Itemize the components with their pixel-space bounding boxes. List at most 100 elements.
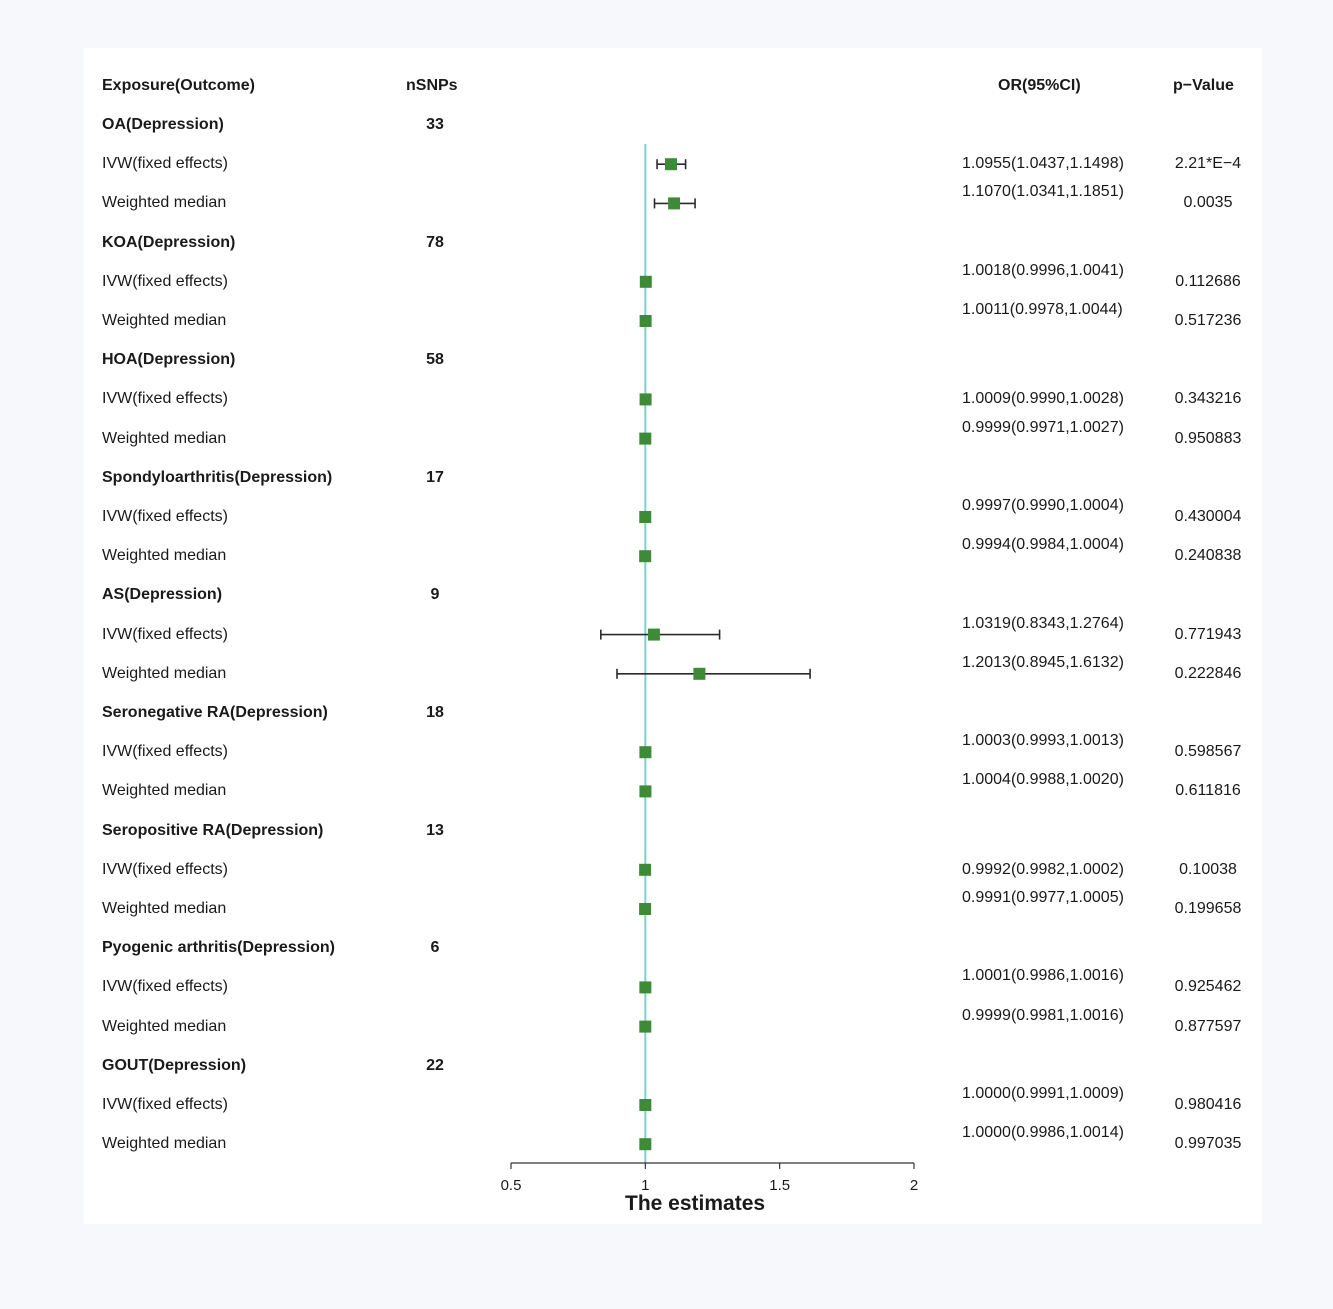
p-value-text: 0.771943 [1174, 625, 1242, 643]
p-value-text: 0.0035 [1183, 194, 1233, 212]
p-value-text: 0.980416 [1174, 1096, 1242, 1113]
p-value-text: 0.950883 [1174, 429, 1242, 447]
group-nsnps: 6 [430, 939, 440, 957]
method-label: Weighted median [102, 1135, 227, 1153]
p-value-text: 0.997035 [1174, 1135, 1242, 1153]
or-ci-text: 1.0004(0.9988,1.0020) [962, 771, 1124, 789]
estimate-marker [664, 158, 677, 171]
estimate-marker [639, 1099, 652, 1111]
group-label: Seronegative RA(Depression) [102, 704, 328, 721]
estimate-marker [639, 785, 652, 798]
estimate-marker [639, 981, 652, 994]
group-label: Spondyloarthritis(Depression) [102, 468, 333, 486]
or-ci-text: 1.1070(1.0341,1.1851) [962, 183, 1124, 201]
header-or: OR(95%CI) [998, 77, 1081, 94]
method-label: IVW(fixed effects) [102, 743, 228, 761]
group-label: AS(Depression) [102, 586, 223, 604]
group-label: Seropositive RA(Depression) [102, 821, 324, 839]
p-value-text: 0.199658 [1174, 900, 1242, 917]
estimate-marker [647, 628, 660, 641]
or-ci-text: 0.9997(0.9990,1.0004) [962, 497, 1124, 514]
method-label: Weighted median [102, 312, 227, 329]
header-nsnps: nSNPs [406, 77, 458, 94]
method-label: IVW(fixed effects) [102, 625, 228, 643]
p-value-text: 0.430004 [1174, 508, 1242, 525]
group-label: GOUT(Depression) [102, 1056, 247, 1074]
x-tick-label: 1 [641, 1177, 649, 1194]
method-label: Weighted median [102, 1017, 227, 1035]
p-value-text: 2.21*E−4 [1174, 155, 1242, 173]
or-ci-text: 0.9991(0.9977,1.0005) [962, 889, 1124, 906]
method-label: IVW(fixed effects) [102, 860, 228, 878]
estimate-marker [639, 432, 652, 445]
method-label: IVW(fixed effects) [102, 978, 228, 996]
group-nsnps: 9 [430, 586, 440, 604]
or-ci-text: 1.0001(0.9986,1.0016) [962, 967, 1124, 985]
group-label: Pyogenic arthritis(Depression) [102, 939, 335, 957]
method-label: IVW(fixed effects) [102, 272, 228, 290]
forest-plot-svg: 0.5 1 1.5 2 [501, 144, 918, 1194]
p-value-text: 0.112686 [1175, 272, 1241, 290]
method-label: IVW(fixed effects) [102, 1096, 228, 1113]
p-value-text: 0.598567 [1174, 743, 1242, 761]
estimate-marker [639, 903, 652, 915]
group-nsnps: 13 [426, 821, 444, 839]
method-label: Weighted median [102, 547, 227, 565]
group-label: KOA(Depression) [102, 233, 236, 251]
p-value-text: 0.877597 [1174, 1017, 1242, 1035]
or-ci-text: 1.0000(0.9986,1.0014) [962, 1124, 1124, 1142]
estimate-marker [639, 1020, 652, 1033]
p-value-text: 0.240838 [1174, 547, 1242, 565]
or-ci-text: 1.0000(0.9991,1.0009) [962, 1085, 1124, 1102]
method-label: IVW(fixed effects) [102, 508, 228, 525]
method-label: Weighted median [102, 900, 227, 917]
group-nsnps: 22 [426, 1056, 444, 1074]
estimate-marker [693, 667, 706, 680]
forest-plot-panel: Exposure(Outcome) nSNPs OR(95%CI) p−Valu… [84, 48, 1262, 1224]
estimate-marker [639, 511, 652, 523]
x-tick-label: 2 [910, 1177, 918, 1194]
group-label: OA(Depression) [102, 116, 224, 133]
method-label: Weighted median [102, 664, 227, 682]
estimate-marker [639, 863, 652, 876]
method-label: Weighted median [102, 194, 227, 212]
x-tick-label: 1.5 [769, 1177, 790, 1194]
method-label: IVW(fixed effects) [102, 155, 228, 173]
p-value-text: 0.343216 [1174, 390, 1242, 408]
or-ci-text: 1.0955(1.0437,1.1498) [962, 155, 1124, 173]
or-ci-text: 1.0319(0.8343,1.2764) [962, 614, 1124, 632]
x-axis-title: The estimates [625, 1192, 766, 1215]
or-ci-text: 0.9992(0.9982,1.0002) [962, 860, 1124, 878]
p-value-text: 0.10038 [1179, 860, 1237, 878]
group-nsnps: 58 [426, 351, 444, 369]
or-ci-text: 0.9999(0.9981,1.0016) [962, 1006, 1124, 1024]
p-value-text: 0.517236 [1174, 312, 1242, 329]
header-pvalue: p−Value [1173, 77, 1234, 94]
or-ci-text: 0.9994(0.9984,1.0004) [962, 536, 1124, 554]
group-label: HOA(Depression) [102, 351, 236, 369]
group-nsnps: 78 [426, 233, 444, 251]
header-exposure: Exposure(Outcome) [102, 77, 255, 94]
or-ci-text: 1.2013(0.8945,1.6132) [962, 653, 1124, 671]
estimate-marker [668, 197, 681, 210]
group-nsnps: 17 [426, 468, 444, 486]
estimate-marker [639, 550, 652, 563]
estimate-marker [639, 315, 652, 327]
p-value-text: 0.611816 [1175, 782, 1241, 800]
or-ci-text: 1.0018(0.9996,1.0041) [962, 261, 1124, 279]
estimate-marker [639, 1138, 652, 1151]
x-tick-label: 0.5 [501, 1177, 522, 1194]
or-ci-text: 1.0011(0.9978,1.0044) [962, 301, 1123, 318]
group-nsnps: 18 [426, 704, 444, 721]
estimate-marker [639, 275, 652, 288]
group-nsnps: 33 [426, 116, 444, 133]
method-label: IVW(fixed effects) [102, 390, 228, 408]
method-label: Weighted median [102, 429, 227, 447]
or-ci-text: 1.0009(0.9990,1.0028) [962, 390, 1124, 408]
method-label: Weighted median [102, 782, 227, 800]
p-value-text: 0.222846 [1174, 664, 1242, 682]
p-value-text: 0.925462 [1174, 978, 1242, 996]
estimate-marker [639, 746, 652, 759]
or-ci-text: 0.9999(0.9971,1.0027) [962, 418, 1124, 436]
estimate-marker [639, 393, 652, 406]
